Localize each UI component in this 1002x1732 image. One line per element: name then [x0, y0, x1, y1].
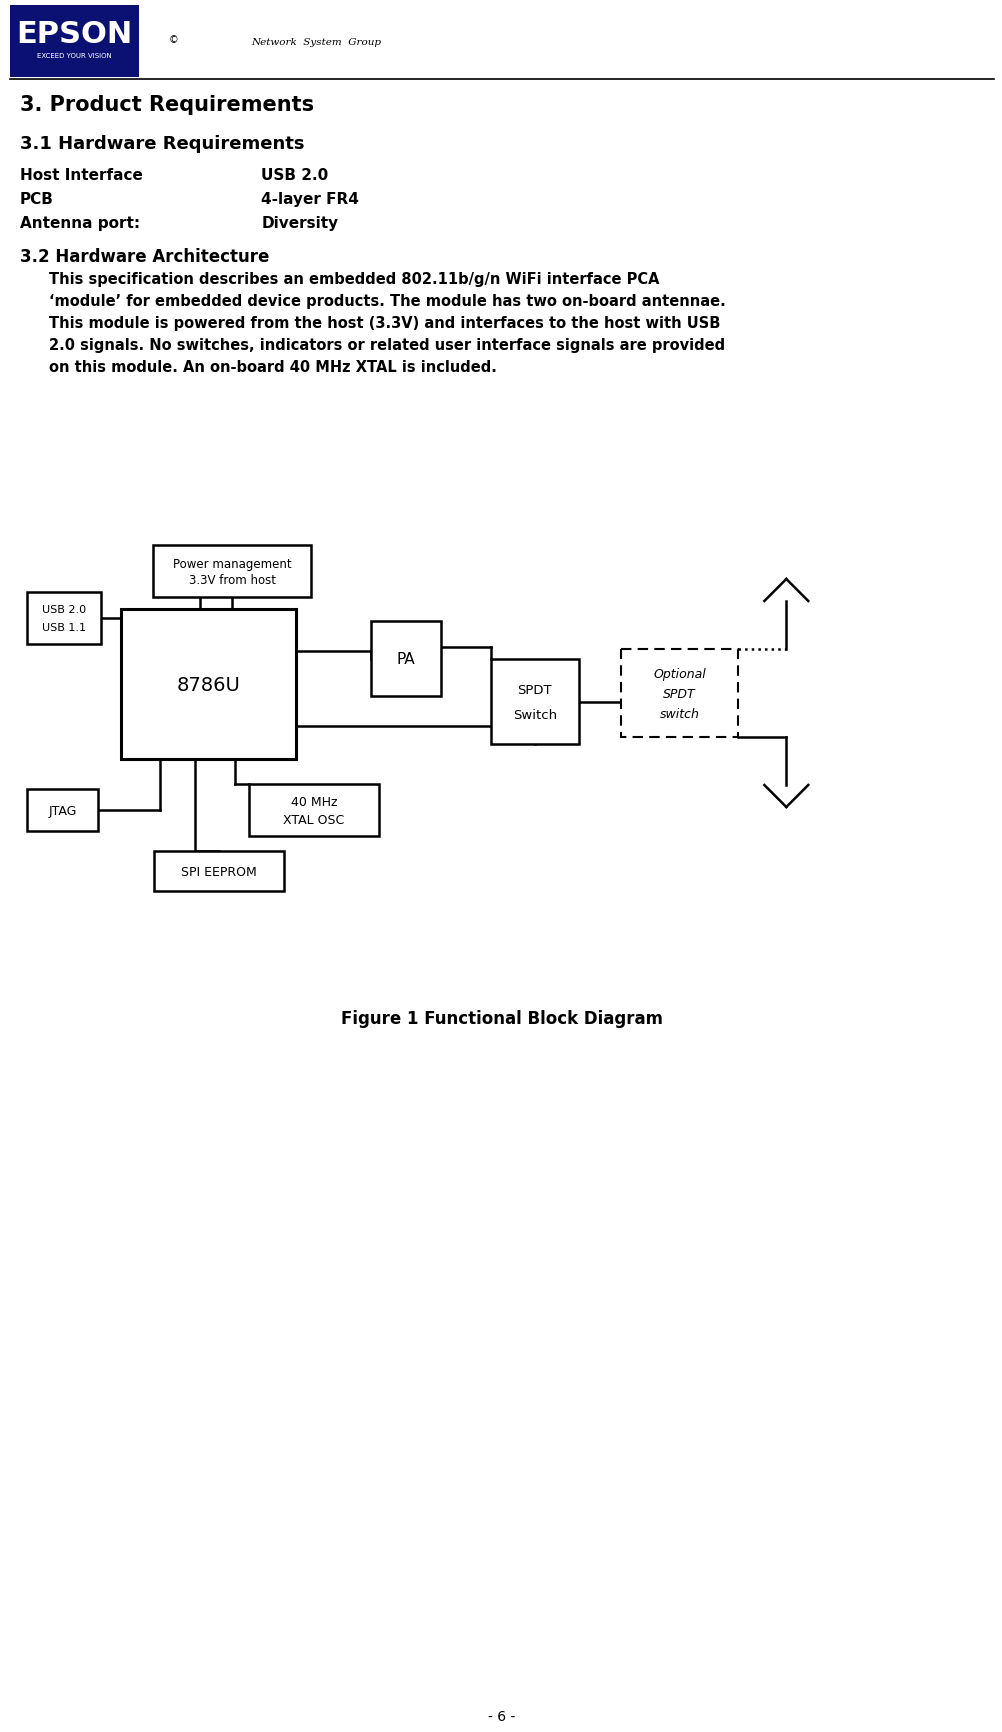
Text: PA: PA — [397, 651, 415, 667]
Text: Switch: Switch — [513, 708, 557, 721]
Bar — [10, 5, 139, 78]
Text: JTAG: JTAG — [48, 804, 76, 818]
Text: 8786U: 8786U — [176, 675, 240, 695]
Text: 3.1 Hardware Requirements: 3.1 Hardware Requirements — [19, 135, 304, 152]
Text: Optional: Optional — [653, 667, 705, 681]
Text: This module is powered from the host (3.3V) and interfaces to the host with USB: This module is powered from the host (3.… — [49, 315, 720, 331]
Text: Power management: Power management — [173, 558, 292, 570]
Text: Figure 1 Functional Block Diagram: Figure 1 Functional Block Diagram — [341, 1010, 662, 1027]
Bar — [249, 785, 379, 837]
Bar — [491, 660, 579, 745]
Text: ‘module’ for embedded device products. The module has two on-board antennae.: ‘module’ for embedded device products. T… — [49, 294, 726, 308]
Text: Antenna port:: Antenna port: — [19, 216, 139, 230]
Text: XTAL OSC: XTAL OSC — [284, 812, 345, 826]
Bar — [121, 610, 297, 760]
Text: - 6 -: - 6 - — [488, 1709, 515, 1723]
Text: switch: switch — [659, 707, 699, 721]
Text: 3. Product Requirements: 3. Product Requirements — [19, 95, 314, 114]
Text: 4-layer FR4: 4-layer FR4 — [262, 192, 359, 206]
Text: ©: © — [168, 35, 178, 45]
Bar — [154, 852, 285, 892]
Text: Network  System  Group: Network System Group — [252, 38, 381, 47]
Text: Diversity: Diversity — [262, 216, 339, 230]
Text: PCB: PCB — [19, 192, 53, 206]
Text: 3.3V from host: 3.3V from host — [188, 573, 276, 585]
Text: EXCEED YOUR VISION: EXCEED YOUR VISION — [37, 54, 112, 59]
Bar — [620, 650, 738, 738]
Text: on this module. An on-board 40 MHz XTAL is included.: on this module. An on-board 40 MHz XTAL … — [49, 360, 497, 374]
Bar — [371, 622, 441, 696]
Text: USB 2.0: USB 2.0 — [262, 168, 329, 184]
Bar — [153, 546, 311, 598]
Text: 40 MHz: 40 MHz — [291, 797, 338, 809]
Text: EPSON: EPSON — [16, 19, 132, 48]
Bar — [26, 592, 101, 644]
Text: Host Interface: Host Interface — [19, 168, 142, 184]
Text: USB 1.1: USB 1.1 — [42, 622, 86, 632]
Text: 3.2 Hardware Architecture: 3.2 Hardware Architecture — [19, 248, 269, 265]
Bar — [26, 790, 98, 831]
Text: USB 2.0: USB 2.0 — [42, 604, 86, 615]
Text: SPDT: SPDT — [517, 682, 552, 696]
Text: 2.0 signals. No switches, indicators or related user interface signals are provi: 2.0 signals. No switches, indicators or … — [49, 338, 725, 353]
Text: SPI EEPROM: SPI EEPROM — [181, 864, 258, 878]
Text: This specification describes an embedded 802.11b/g/n WiFi interface PCA: This specification describes an embedded… — [49, 272, 660, 288]
Text: SPDT: SPDT — [663, 688, 695, 700]
